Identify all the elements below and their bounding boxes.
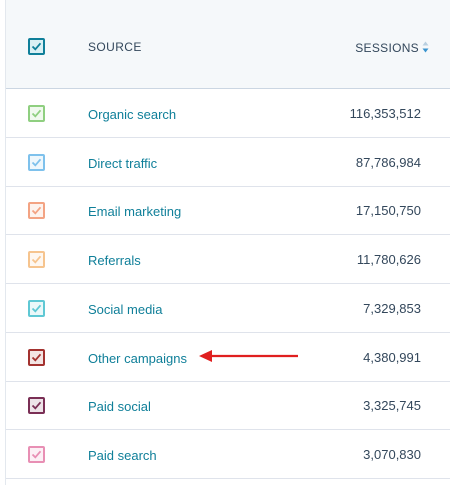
red-arrow-icon bbox=[199, 350, 298, 362]
sessions-value: 4,380,991 bbox=[363, 349, 421, 365]
row-checkbox[interactable] bbox=[28, 202, 45, 220]
sessions-value: 116,353,512 bbox=[349, 106, 421, 121]
sort-desc-icon[interactable] bbox=[422, 41, 429, 53]
table-row[interactable]: Direct traffic 87,786,984 bbox=[6, 138, 450, 187]
checkmark-icon bbox=[31, 207, 42, 216]
table-header: SOURCE SESSIONS bbox=[6, 0, 450, 89]
source-label[interactable]: Organic search bbox=[88, 107, 177, 122]
checkmark-icon bbox=[31, 353, 42, 362]
table-row[interactable]: Other campaigns 4,380,991 bbox=[6, 333, 450, 382]
table-row[interactable]: Paid search 3,070,830 bbox=[6, 430, 450, 479]
sessions-value: 3,325,745 bbox=[363, 398, 421, 414]
row-checkbox[interactable] bbox=[28, 153, 45, 171]
source-label[interactable]: Paid social bbox=[88, 399, 151, 415]
source-label[interactable]: Direct traffic bbox=[88, 155, 158, 171]
sessions-value: 7,329,853 bbox=[363, 300, 421, 316]
sessions-value: 17,150,750 bbox=[355, 203, 421, 219]
source-label[interactable]: Paid search bbox=[88, 447, 157, 463]
checkmark-icon bbox=[31, 450, 42, 459]
sessions-value: 3,070,830 bbox=[363, 446, 421, 462]
table-row[interactable]: Organic search 116,353,512 bbox=[6, 89, 450, 138]
checkmark-icon bbox=[31, 109, 42, 118]
checkmark-icon bbox=[31, 401, 42, 410]
sources-table: SOURCE SESSIONS Organic search 116,353,51… bbox=[5, 0, 450, 485]
table-row[interactable]: Social media 7,329,853 bbox=[6, 284, 450, 333]
table-row[interactable]: Paid social 3,325,745 bbox=[6, 381, 450, 431]
checkmark-icon bbox=[31, 42, 42, 51]
table-row[interactable]: Referrals 11,780,626 bbox=[6, 235, 450, 285]
source-label[interactable]: Other campaigns bbox=[88, 350, 187, 366]
source-label[interactable]: Email marketing bbox=[88, 204, 182, 220]
row-checkbox[interactable] bbox=[28, 105, 45, 122]
sessions-column-header[interactable]: SESSIONS bbox=[355, 41, 419, 55]
checkmark-icon bbox=[31, 304, 42, 313]
source-label[interactable]: Social media bbox=[88, 301, 163, 317]
row-checkbox[interactable] bbox=[28, 251, 45, 269]
select-all-checkbox[interactable] bbox=[28, 38, 45, 55]
sessions-value: 87,786,984 bbox=[355, 154, 421, 170]
checkmark-icon bbox=[31, 255, 42, 264]
row-checkbox[interactable] bbox=[28, 348, 45, 366]
source-label[interactable]: Referrals bbox=[88, 253, 141, 269]
row-checkbox[interactable] bbox=[28, 299, 45, 317]
row-checkbox[interactable] bbox=[28, 445, 45, 463]
source-column-header[interactable]: SOURCE bbox=[88, 40, 142, 54]
table-row[interactable]: Email marketing 17,150,750 bbox=[6, 186, 450, 236]
row-checkbox[interactable] bbox=[28, 397, 45, 415]
sessions-value: 11,780,626 bbox=[356, 252, 421, 268]
checkmark-icon bbox=[31, 158, 42, 167]
